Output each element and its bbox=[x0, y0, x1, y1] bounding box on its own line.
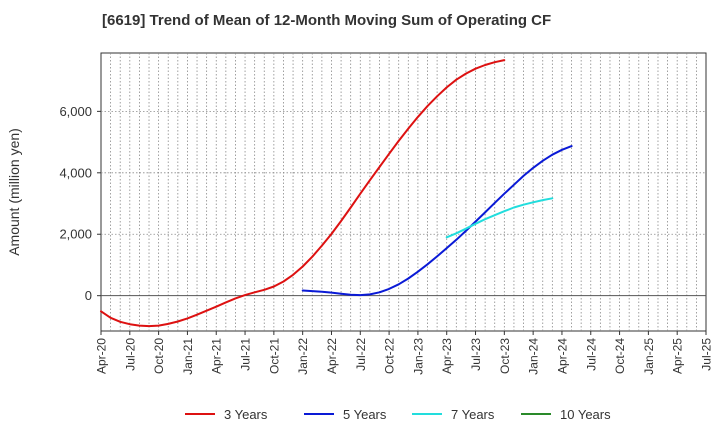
y-tick-label: 6,000 bbox=[59, 104, 92, 119]
series-line-7-years bbox=[445, 197, 554, 239]
x-tick-label: Oct-21 bbox=[267, 338, 281, 374]
y-tick-label: 0 bbox=[85, 288, 92, 303]
x-tick-label: Jan-24 bbox=[527, 338, 541, 375]
y-tick-label: 4,000 bbox=[59, 165, 92, 180]
x-tick-label: Jul-20 bbox=[123, 338, 137, 371]
x-tick-label: Jan-23 bbox=[411, 338, 425, 375]
legend-label-5-years: 5 Years bbox=[343, 407, 387, 422]
x-tick-label: Jul-23 bbox=[469, 338, 483, 371]
x-tick-label: Oct-22 bbox=[383, 338, 397, 374]
x-tick-label: Apr-25 bbox=[671, 338, 685, 374]
legend-label-7-years: 7 Years bbox=[451, 407, 495, 422]
x-tick-label: Jan-21 bbox=[181, 338, 195, 375]
x-tick-label: Oct-24 bbox=[613, 338, 627, 374]
x-tick-label: Jul-24 bbox=[584, 338, 598, 371]
x-tick-label: Oct-20 bbox=[152, 338, 166, 374]
x-tick-label: Jul-25 bbox=[700, 338, 714, 371]
x-tick-label: Jul-21 bbox=[239, 338, 253, 371]
x-tick-label: Apr-20 bbox=[95, 338, 109, 374]
series-line-3-years bbox=[100, 59, 506, 328]
y-tick-label: 2,000 bbox=[59, 227, 92, 242]
x-tick-label: Apr-24 bbox=[555, 338, 569, 374]
x-tick-label: Apr-21 bbox=[210, 338, 224, 374]
y-axis-label: Amount (million yen) bbox=[6, 128, 22, 256]
x-tick-label: Jul-22 bbox=[354, 338, 368, 371]
x-tick-label: Apr-22 bbox=[325, 338, 339, 374]
legend-label-10-years: 10 Years bbox=[560, 407, 611, 422]
series-line-5-years bbox=[301, 145, 573, 297]
x-tick-label: Apr-23 bbox=[440, 338, 454, 374]
legend-label-3-years: 3 Years bbox=[224, 407, 268, 422]
x-tick-label: Jan-22 bbox=[296, 338, 310, 375]
x-tick-label: Jan-25 bbox=[642, 338, 656, 375]
x-tick-label: Oct-23 bbox=[498, 338, 512, 374]
chart-title: [6619] Trend of Mean of 12-Month Moving … bbox=[102, 12, 552, 29]
plot-frame bbox=[100, 52, 707, 332]
